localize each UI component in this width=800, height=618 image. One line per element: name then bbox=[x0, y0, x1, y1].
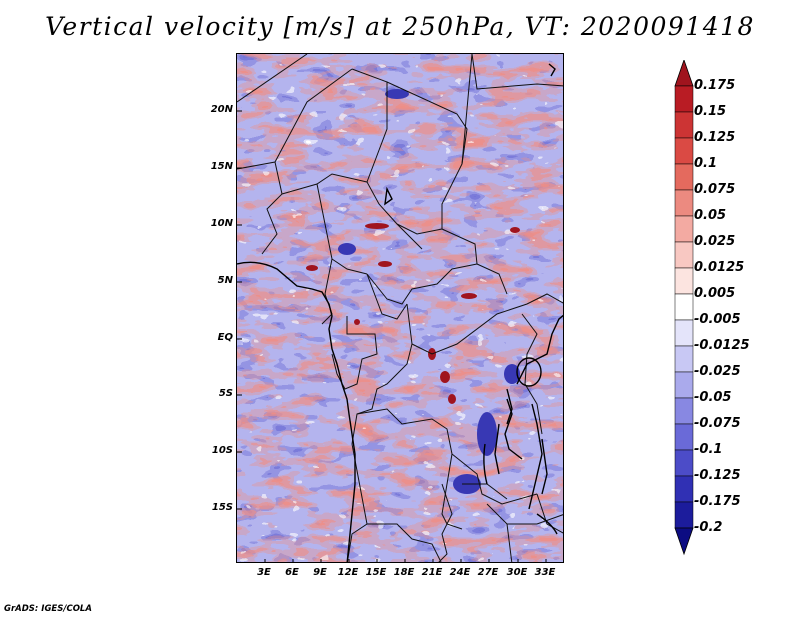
lat-label-eq: EQ bbox=[217, 332, 233, 343]
colorbar-segment bbox=[674, 501, 694, 529]
colorbar-label: -0.1 bbox=[694, 442, 723, 457]
lat-label-15s: 15S bbox=[211, 502, 233, 513]
colorbar-label: -0.2 bbox=[694, 520, 723, 535]
lon-label-24e: 24E bbox=[449, 567, 471, 578]
colorbar-segment bbox=[674, 215, 694, 243]
lon-label-15e: 15E bbox=[365, 567, 387, 578]
grads-credit: GrADS: IGES/COLA bbox=[4, 604, 92, 614]
lon-label-30e: 30E bbox=[506, 567, 528, 578]
colorbar-min-arrow bbox=[674, 527, 694, 556]
lon-label-27e: 27E bbox=[477, 567, 499, 578]
colorbar-label: 0.1 bbox=[694, 156, 718, 171]
colorbar-label: -0.075 bbox=[694, 416, 741, 431]
lon-label-6e: 6E bbox=[285, 567, 299, 578]
colorbar-label: 0.175 bbox=[694, 78, 736, 93]
colorbar-label: -0.025 bbox=[694, 364, 741, 379]
colorbar-label: 0.075 bbox=[694, 182, 736, 197]
lon-label-12e: 12E bbox=[337, 567, 359, 578]
colorbar-label: -0.05 bbox=[694, 390, 732, 405]
colorbar-label: 0.0125 bbox=[694, 260, 745, 275]
lon-label-9e: 9E bbox=[313, 567, 327, 578]
colorbar-segment bbox=[674, 85, 694, 113]
map-panel[interactable] bbox=[236, 53, 564, 563]
colorbar-label: 0.15 bbox=[694, 104, 727, 119]
lat-label-10s: 10S bbox=[211, 445, 233, 456]
colorbar-segment bbox=[674, 345, 694, 373]
chart-title: Vertical velocity [m/s] at 250hPa, VT: 2… bbox=[45, 12, 755, 41]
colorbar-segment bbox=[674, 475, 694, 503]
colorbar-label: 0.005 bbox=[694, 286, 736, 301]
colorbar-segment bbox=[674, 371, 694, 399]
lon-label-3e: 3E bbox=[257, 567, 271, 578]
colorbar-segment bbox=[674, 111, 694, 139]
lat-label-5n: 5N bbox=[217, 275, 233, 286]
colorbar-label: -0.125 bbox=[694, 468, 741, 483]
colorbar bbox=[674, 60, 694, 556]
colorbar-label: 0.025 bbox=[694, 234, 736, 249]
colorbar-label: -0.005 bbox=[694, 312, 741, 327]
lon-label-33e: 33E bbox=[534, 567, 556, 578]
lakes bbox=[384, 186, 548, 495]
colorbar-segment bbox=[674, 267, 694, 295]
axis-ticks bbox=[237, 110, 547, 562]
lat-label-20n: 20N bbox=[210, 104, 233, 115]
colorbar-segment bbox=[674, 293, 694, 321]
lat-label-10n: 10N bbox=[210, 218, 233, 229]
lat-label-5s: 5S bbox=[218, 388, 233, 399]
colorbar-label: 0.05 bbox=[694, 208, 727, 223]
colorbar-segments bbox=[674, 60, 694, 556]
lat-label-15n: 15N bbox=[210, 161, 233, 172]
colorbar-segment bbox=[674, 423, 694, 451]
colorbar-segment bbox=[674, 397, 694, 425]
colorbar-max-arrow bbox=[674, 60, 694, 87]
colorbar-segment bbox=[674, 449, 694, 477]
field-neutral-patches bbox=[237, 54, 563, 562]
colorbar-segment bbox=[674, 189, 694, 217]
colorbar-label: 0.125 bbox=[694, 130, 736, 145]
coastline bbox=[237, 63, 563, 562]
colorbar-label: -0.0125 bbox=[694, 338, 750, 353]
lon-label-21e: 21E bbox=[421, 567, 443, 578]
lon-label-18e: 18E bbox=[393, 567, 415, 578]
vertical-velocity-map bbox=[237, 54, 563, 562]
colorbar-segment bbox=[674, 319, 694, 347]
colorbar-segment bbox=[674, 163, 694, 191]
colorbar-segment bbox=[674, 241, 694, 269]
strong-updraft-spots bbox=[306, 223, 520, 404]
colorbar-segment bbox=[674, 137, 694, 165]
colorbar-label: -0.175 bbox=[694, 494, 741, 509]
